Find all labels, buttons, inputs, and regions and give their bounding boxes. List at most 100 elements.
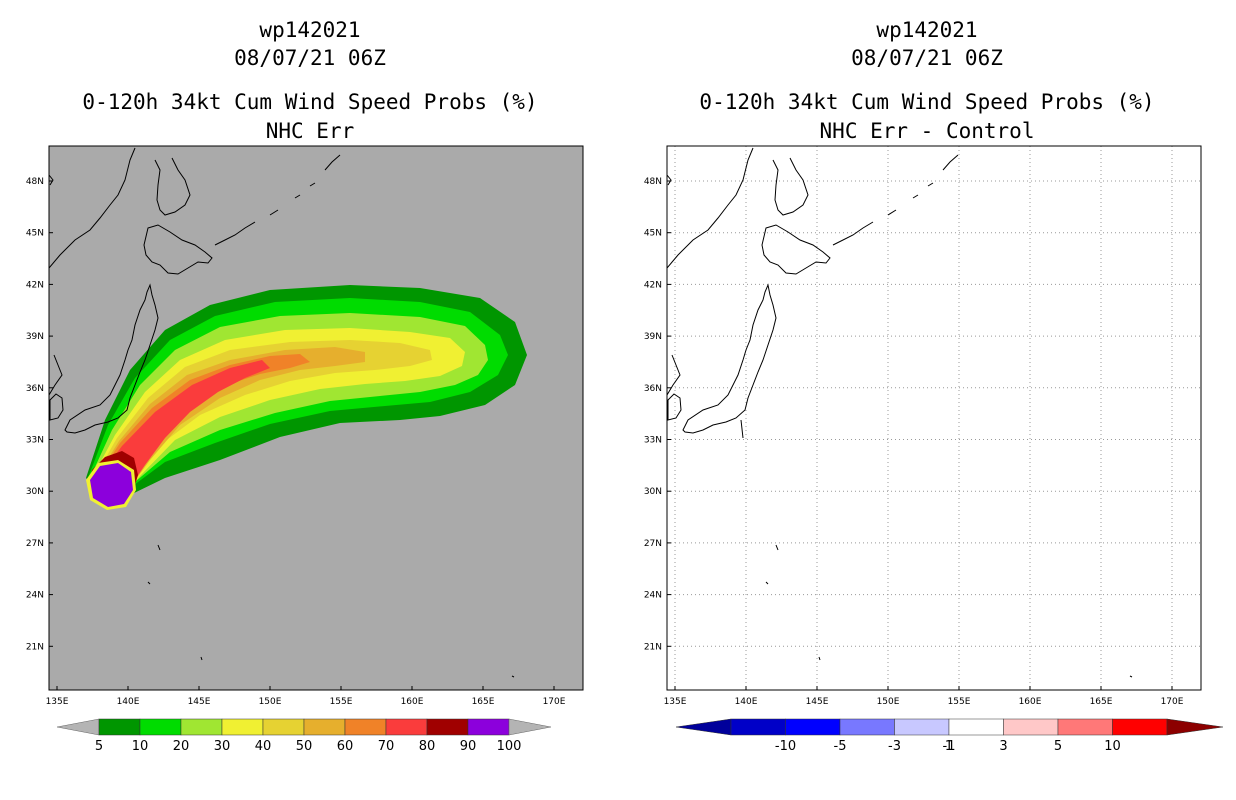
lat-label: 45N <box>644 229 662 239</box>
colorbar-swatch <box>1112 718 1168 736</box>
lon-label: 165E <box>472 697 495 707</box>
small-islands <box>147 544 515 678</box>
lat-label: 39N <box>644 332 662 342</box>
colorbar-swatch <box>467 718 510 736</box>
lon-label: 150E <box>877 697 900 707</box>
lon-label: 150E <box>259 697 282 707</box>
lon-label: 135E <box>664 697 687 707</box>
left-title-time: 08/07/21 06Z <box>234 46 386 70</box>
lat-label: 30N <box>26 487 44 497</box>
right-coastlines <box>667 147 1133 678</box>
kyushu-coast <box>667 393 682 421</box>
colorbar-swatch <box>180 718 223 736</box>
colorbar-label: 20 <box>173 739 190 754</box>
lat-label: 48N <box>644 177 662 187</box>
lat-label: 33N <box>644 436 662 446</box>
colorbar-swatch <box>1057 718 1113 736</box>
lon-label: 170E <box>543 697 566 707</box>
colorbar-label: 60 <box>337 739 354 754</box>
lon-label: 135E <box>46 697 69 707</box>
right-lon-labels: 135E 140E 145E 150E 155E 160E 165E 170E <box>664 686 1184 707</box>
colorbar-swatch <box>785 718 841 736</box>
kuril-islands <box>214 154 341 246</box>
lat-label: 36N <box>26 384 44 394</box>
prob-40-contour <box>94 340 432 505</box>
lat-label: 48N <box>26 177 44 187</box>
asia-coast <box>667 147 754 269</box>
left-title-id: wp142021 <box>259 18 361 42</box>
colorbar-right-arrow <box>508 718 552 736</box>
colorbar-label: 10 <box>1104 739 1121 754</box>
lat-label: 27N <box>26 539 44 549</box>
lat-label: 24N <box>644 591 662 601</box>
sakhalin-coast <box>772 157 809 216</box>
left-colorbar: 5 10 20 30 40 50 60 70 80 90 100 <box>56 718 552 754</box>
sakhalin-coast <box>154 157 191 216</box>
lat-label: 42N <box>26 280 44 290</box>
right-title-id: wp142021 <box>876 18 978 42</box>
left-coastlines <box>49 147 515 678</box>
colorbar-label: 90 <box>460 739 477 754</box>
colorbar-swatch <box>221 718 264 736</box>
lon-label: 160E <box>401 697 424 707</box>
lat-label: 42N <box>644 280 662 290</box>
lon-label: 155E <box>948 697 971 707</box>
lat-label: 30N <box>644 487 662 497</box>
prob-70-contour <box>98 360 270 505</box>
colorbar-swatch <box>948 718 1004 736</box>
lon-label: 140E <box>117 697 140 707</box>
colorbar-swatch <box>139 718 182 736</box>
lon-label: 145E <box>806 697 829 707</box>
left-lat-labels: 48N 45N 42N 39N 36N 33N 30N 27N 24N 21N <box>26 177 53 652</box>
colorbar-swatch <box>98 718 141 736</box>
asia-coast <box>49 147 136 269</box>
right-map-background <box>666 145 1202 691</box>
colorbar-right-arrow <box>1166 718 1224 736</box>
colorbar-label: 30 <box>214 739 231 754</box>
colorbar-swatch <box>1003 718 1059 736</box>
colorbar-swatch <box>344 718 387 736</box>
right-title-product: 0-120h 34kt Cum Wind Speed Probs (%) <box>699 90 1155 114</box>
colorbar-swatch <box>894 718 950 736</box>
lat-label: 21N <box>644 642 662 652</box>
lat-label: 27N <box>644 539 662 549</box>
korea-coast <box>49 354 63 396</box>
colorbar-label: -1 <box>943 739 956 754</box>
colorbar-swatch <box>839 718 895 736</box>
colorbar-label: 5 <box>1054 739 1062 754</box>
colorbar-label: -10 <box>775 739 796 754</box>
lon-label: 170E <box>1161 697 1184 707</box>
lat-label: 33N <box>26 436 44 446</box>
small-islands <box>740 419 1133 678</box>
lon-label: 160E <box>1019 697 1042 707</box>
right-map-frame <box>666 145 1202 691</box>
right-title-time: 08/07/21 06Z <box>851 46 1003 70</box>
lon-label: 165E <box>1090 697 1113 707</box>
colorbar-label: 80 <box>419 739 436 754</box>
korea-coast <box>667 354 681 396</box>
colorbar-label: 40 <box>255 739 272 754</box>
colorbar-left-arrow <box>675 718 732 736</box>
hokkaido-coast <box>143 224 213 275</box>
left-title-sub: NHC Err <box>265 119 355 143</box>
lat-label: 21N <box>26 642 44 652</box>
colorbar-label: 10 <box>132 739 149 754</box>
colorbar-label: 5 <box>95 739 103 754</box>
right-title-sub: NHC Err - Control <box>819 119 1035 143</box>
lon-label: 155E <box>330 697 353 707</box>
honshu-coast <box>64 283 159 434</box>
left-probability-field <box>86 285 527 510</box>
lon-label: 140E <box>735 697 758 707</box>
colorbar-label: 3 <box>999 739 1007 754</box>
colorbar-swatch <box>730 718 786 736</box>
colorbar-left-arrow <box>56 718 100 736</box>
left-title-product: 0-120h 34kt Cum Wind Speed Probs (%) <box>82 90 538 114</box>
prob-100-contour <box>90 463 133 507</box>
honshu-coast <box>682 283 777 434</box>
lon-label: 145E <box>188 697 211 707</box>
colorbar-label: 50 <box>296 739 313 754</box>
colorbar-swatch <box>426 718 469 736</box>
colorbar-swatch <box>303 718 346 736</box>
colorbar-label: 1 <box>945 739 953 754</box>
